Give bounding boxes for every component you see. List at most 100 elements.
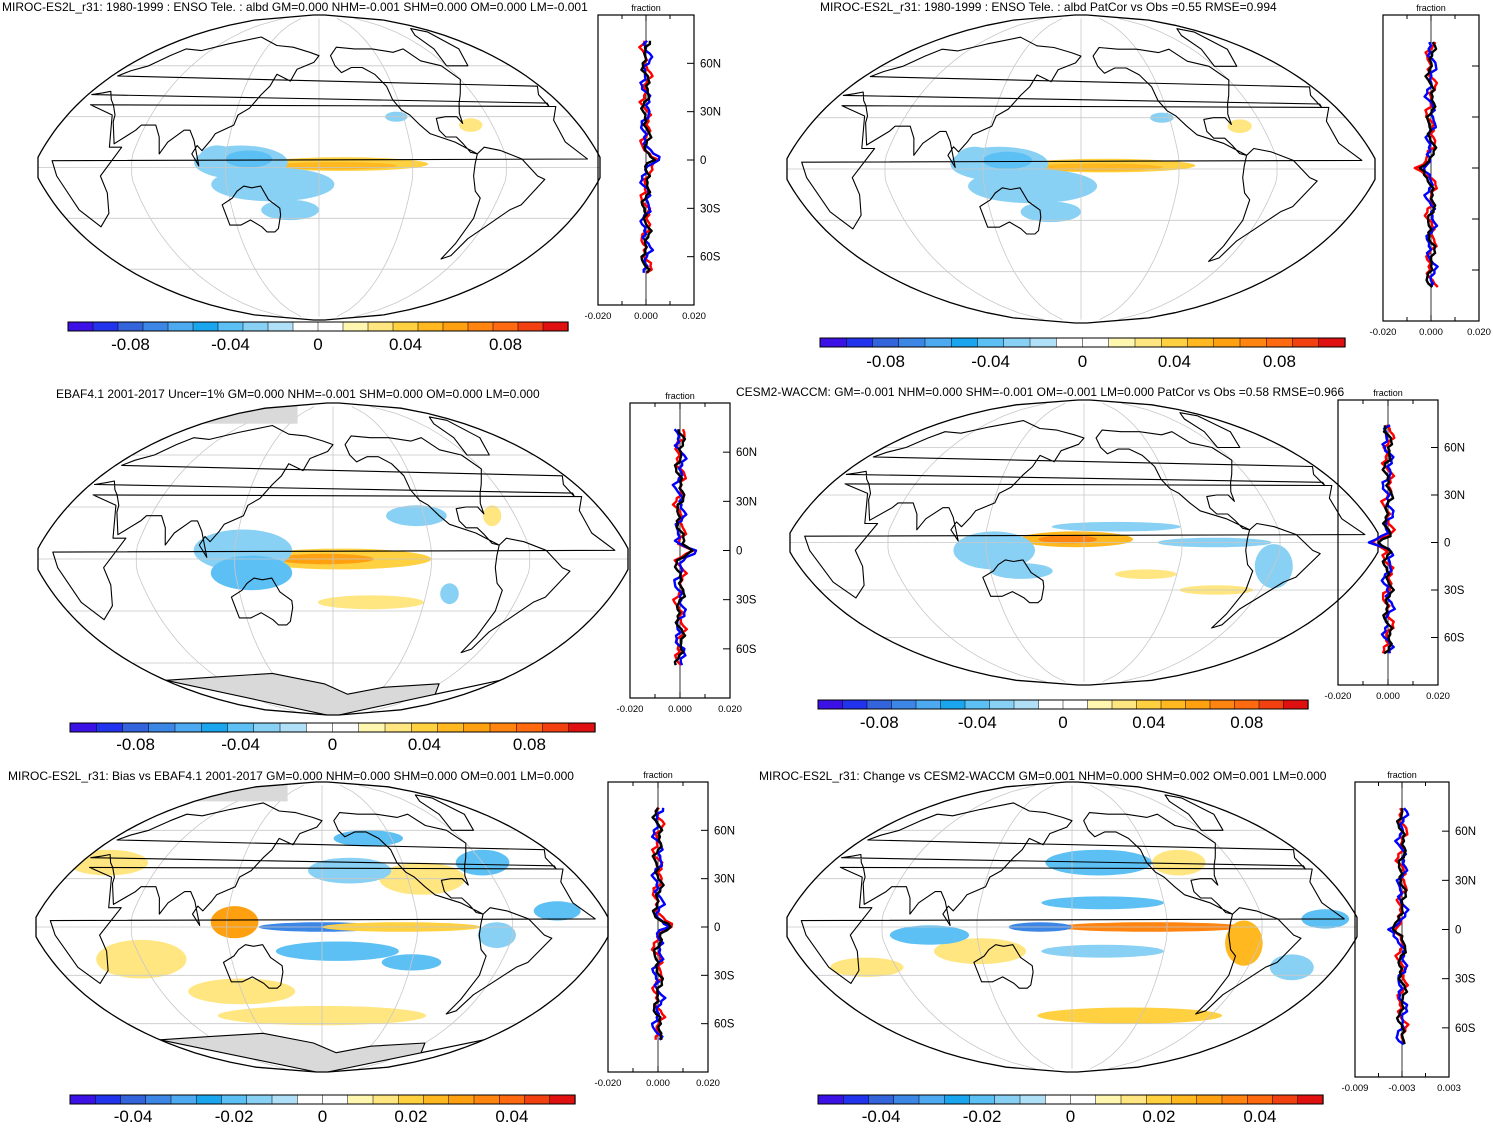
anomaly-patch	[889, 925, 970, 945]
colorbar-tick-label: 0	[1078, 352, 1087, 371]
profile-lat-label: 30S	[1444, 585, 1465, 597]
map-outline	[37, 402, 629, 716]
colorbar-cell	[227, 722, 255, 733]
colorbar-cell	[492, 321, 519, 332]
anomaly-patch	[211, 167, 335, 202]
colorbar-cell	[217, 321, 244, 332]
colorbar-cell	[1062, 699, 1089, 710]
colorbar-cell	[467, 321, 494, 332]
profile-tick-label: 0.020	[1426, 691, 1450, 702]
anomaly-patch	[261, 199, 319, 221]
colorbar-cell	[1045, 1094, 1072, 1105]
coastline-africa	[49, 866, 596, 984]
profile-series-model	[639, 39, 661, 273]
colorbar-cell	[442, 321, 469, 332]
profile-lat-label: 0	[1444, 538, 1450, 550]
map-outline	[789, 399, 1379, 686]
coastline-australia	[222, 944, 284, 989]
colorbar-cell	[1272, 1094, 1299, 1105]
colorbar-cell	[977, 337, 1005, 348]
colorbar-tick-label: -0.02	[963, 1107, 1002, 1126]
colorbar-cell	[437, 722, 465, 733]
colorbar-cell	[167, 321, 194, 332]
colorbar-cell	[1082, 337, 1110, 348]
coastline-australia	[979, 187, 1042, 235]
profile-tick-label: -0.020	[617, 704, 644, 715]
profile-lat-label: 60S	[1455, 1023, 1476, 1035]
colorbar-cell	[1146, 1094, 1173, 1105]
anomaly-field	[67, 830, 581, 1026]
anomaly-patch	[1114, 569, 1177, 579]
profile-lat-label: 60S	[736, 644, 757, 656]
panel-title: MIROC-ES2L_r31: 1980-1999 : ENSO Tele. :…	[820, 0, 1277, 14]
coastline-africa	[800, 866, 1345, 984]
colorbar-cell	[463, 722, 491, 733]
colorbar-cell	[1266, 337, 1294, 348]
colorbar-cell	[417, 321, 444, 332]
colorbar-cell	[392, 321, 419, 332]
colorbar: -0.04 -0.02 0 0.02 0.04	[817, 1094, 1324, 1126]
colorbar-tick-label: 0.04	[495, 1107, 528, 1126]
map-outline	[37, 14, 601, 321]
zonal-profile: -0.020 0.000 0.020 fraction 60N 30N 0 30S 60S	[617, 391, 758, 715]
colorbar-cell	[1070, 1094, 1097, 1105]
colorbar-cell	[367, 321, 394, 332]
profile-lat-label: 0	[700, 155, 706, 167]
colorbar-cell	[1209, 699, 1236, 710]
profile-series-reference	[651, 807, 672, 1041]
colorbar-tick-label: -0.04	[958, 713, 997, 732]
profile-lat-label: 60S	[1444, 633, 1465, 645]
coastline-namerica	[1092, 46, 1248, 156]
colorbar-cell	[542, 722, 570, 733]
anomaly-patch	[1051, 521, 1181, 532]
colorbar: -0.08 -0.04 0 0.04 0.08	[69, 722, 596, 754]
colorbar-cell	[918, 1094, 945, 1105]
coastlines	[801, 28, 1363, 262]
colorbar-tick-label: 0.08	[489, 335, 522, 354]
coastline-eurasia	[90, 802, 557, 926]
profile-lat-label: 30N	[714, 874, 735, 886]
colorbar-tick-label: 0	[318, 1107, 327, 1126]
profile-series-model	[1367, 424, 1396, 654]
colorbar-cell	[1318, 337, 1346, 348]
colorbar-cell	[372, 1094, 399, 1105]
colorbar-cell	[1234, 699, 1260, 710]
anomaly-patch	[953, 531, 1035, 570]
coastlines	[804, 412, 1366, 629]
colorbar-cell	[1187, 337, 1215, 348]
anomaly-patch	[968, 169, 1098, 204]
colorbar-cell	[384, 722, 412, 733]
colorbar-cell	[542, 321, 569, 332]
panel-ebaf: EBAF4.1 2001-2017 Uncer=1% GM=0.000 NHM=…	[0, 380, 757, 754]
colorbar-cell	[170, 1094, 197, 1105]
anomaly-patch	[440, 583, 459, 605]
anomaly-patch	[210, 906, 259, 939]
anomaly-patch	[830, 957, 904, 977]
colorbar-frame	[69, 1094, 576, 1105]
anomaly-patch	[308, 857, 392, 884]
colorbar-cell	[817, 699, 844, 710]
colorbar-cell	[893, 1094, 920, 1105]
colorbar-cell	[117, 321, 144, 332]
panel-title: EBAF4.1 2001-2017 Uncer=1% GM=0.000 NHM=…	[56, 387, 540, 401]
colorbar-cell	[1239, 337, 1267, 348]
anomaly-patch	[1038, 535, 1098, 544]
profile-lat-label: 0	[1455, 925, 1461, 937]
coastline-africa	[52, 494, 616, 621]
profile-lat-label: 0	[736, 546, 742, 558]
anomaly-patch	[1152, 849, 1206, 876]
colorbar-cell	[517, 321, 544, 332]
coastline-eurasia	[845, 420, 1326, 542]
colorbar-tick-label: -0.02	[215, 1107, 254, 1126]
colorbar-cell	[1292, 337, 1320, 348]
profile-tick-label: -0.020	[1370, 327, 1397, 338]
colorbar-cell	[872, 337, 900, 348]
colorbar-cell	[1003, 337, 1031, 348]
profile-lat-label: 30S	[700, 203, 721, 215]
map	[786, 781, 1358, 1073]
colorbar-tick-label: -0.04	[862, 1107, 901, 1126]
colorbar-cell	[1038, 699, 1064, 710]
profile-tick-label: 0.000	[1419, 327, 1443, 338]
zonal-profile: -0.020 0.000 0.020 fraction 60N 30N 0 30S 60S	[1325, 388, 1466, 702]
coastline-greenland	[1179, 412, 1241, 449]
